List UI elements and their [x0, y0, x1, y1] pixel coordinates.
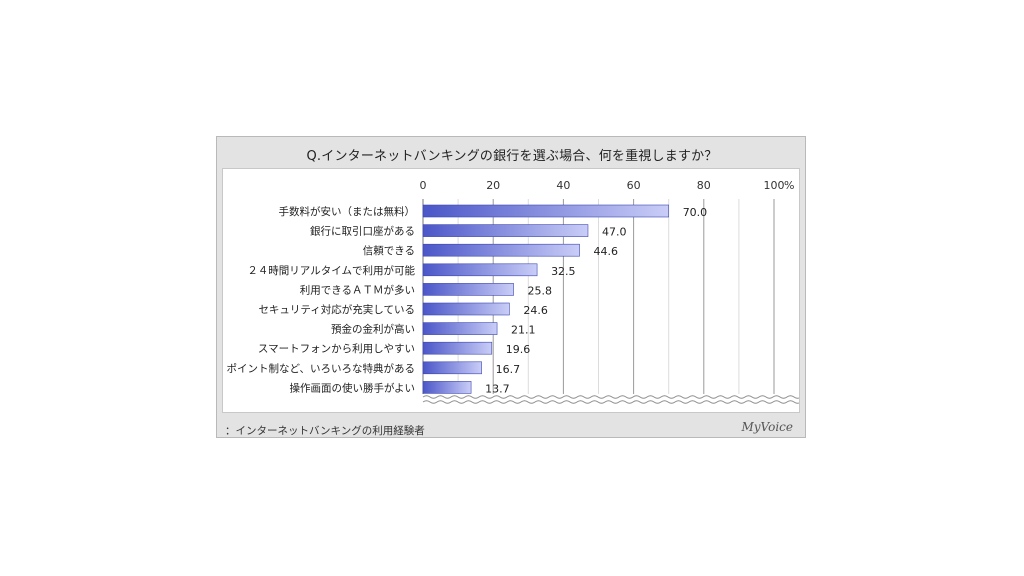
x-tick-label: 100: [764, 179, 785, 192]
bars: [422, 204, 669, 394]
x-tick-label: 20: [486, 179, 500, 192]
category-label: セキュリティ対応が充実している: [258, 303, 415, 316]
value-label: 25.8: [528, 284, 553, 297]
bar: [422, 204, 669, 218]
value-label: 24.6: [523, 304, 548, 317]
break-wave-line: [422, 395, 799, 399]
bar: [422, 322, 498, 335]
category-label: ポイント制など、いろいろな特典がある: [227, 362, 415, 375]
value-label: 70.0: [683, 206, 708, 219]
value-label: 32.5: [551, 265, 576, 278]
x-axis-ticks: 0 20 40 60 80 100%: [420, 179, 795, 192]
bar: [422, 361, 482, 375]
category-label: 銀行に取引口座がある: [310, 225, 415, 238]
break-wave-line: [422, 400, 799, 404]
x-tick-label: 40: [556, 179, 570, 192]
x-tick-label: 0: [420, 179, 427, 192]
plot-area: 0 20 40 60 80 100% 手数料が安い（または無料） 銀行に取引口座がある信頼で…: [222, 168, 800, 413]
category-label: スマートフォンから利用しやすい: [258, 343, 415, 355]
value-label: 44.6: [594, 245, 619, 258]
value-label: 47.0: [602, 226, 627, 239]
category-label: ２４時間リアルタイムで利用が可能: [247, 264, 415, 277]
axis-break-lines: [422, 395, 799, 404]
bar: [422, 283, 514, 296]
chart-panel: Q.インターネットバンキングの銀行を選ぶ場合、何を重視しますか？ 0 20 40 60…: [216, 136, 806, 438]
x-tick-label: 80: [697, 179, 711, 192]
bar: [422, 341, 493, 355]
value-label: 13.7: [485, 382, 510, 395]
category-label: 信頼できる: [363, 245, 415, 257]
category-label: 預金の金利が高い: [331, 323, 415, 336]
brand-logo: MyVoice: [741, 420, 793, 434]
value-label: 21.1: [511, 324, 536, 337]
footnote: ：インターネットバンキングの利用経験者: [225, 425, 425, 437]
bar: [422, 263, 538, 277]
value-label: 16.7: [496, 363, 521, 376]
bar: [422, 381, 472, 394]
category-label: 手数料が安い（または無料）: [279, 205, 416, 218]
bar: [422, 243, 580, 257]
category-label: 利用できるＡＴＭが多い: [300, 283, 415, 296]
category-label: 操作画面の使い勝手がよい: [290, 381, 415, 394]
x-axis-unit: %: [784, 179, 794, 192]
bar: [422, 224, 589, 237]
chart-title: Q.インターネットバンキングの銀行を選ぶ場合、何を重視しますか？: [306, 149, 718, 164]
bar: [422, 302, 510, 316]
x-tick-label: 60: [627, 179, 641, 192]
bar-chart: 0 20 40 60 80 100% 手数料が安い（または無料） 銀行に取引口座がある信頼で…: [227, 179, 799, 404]
value-label: 19.6: [506, 343, 531, 356]
value-labels: 70.0 47.0 44.6 32.5 25.8 24.6 21.1 19.6 16.7 13.7: [485, 206, 707, 395]
